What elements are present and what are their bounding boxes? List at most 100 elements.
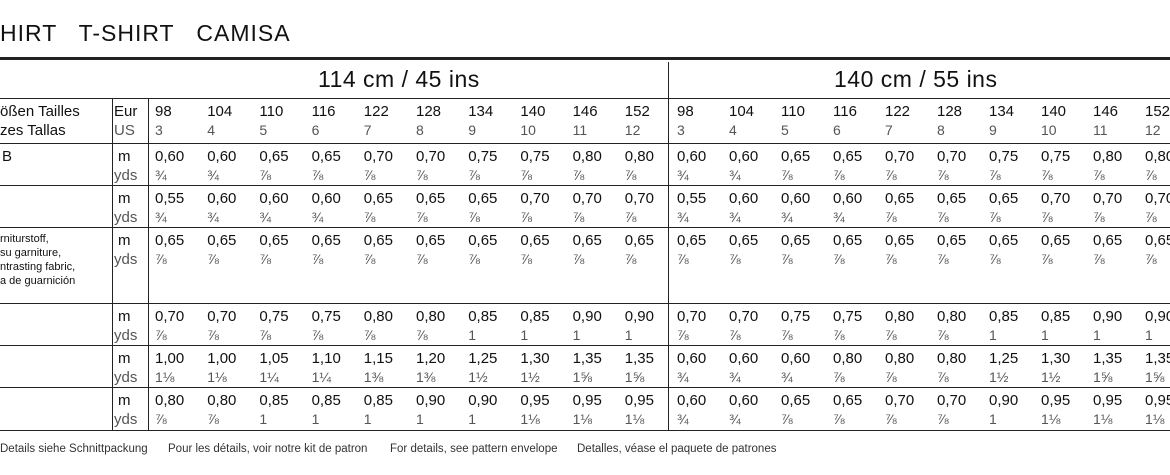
- meters: 0,75: [311, 308, 341, 325]
- yards: ¾: [729, 411, 741, 427]
- yards: ⅞: [1145, 167, 1157, 183]
- yards: 1: [989, 411, 997, 427]
- meters: 0,80: [363, 308, 393, 325]
- size-eur: 146: [1093, 103, 1119, 120]
- meters: 1,05: [259, 350, 289, 367]
- yards: 1⅛: [1093, 411, 1113, 427]
- meters: 0,55: [677, 190, 707, 207]
- yards: ⅞: [833, 369, 845, 385]
- yards: ⅞: [416, 167, 428, 183]
- meters: 0,80: [833, 350, 863, 367]
- meters: 0,95: [1041, 392, 1071, 409]
- yards: ⅞: [781, 167, 793, 183]
- size-us: 7: [885, 122, 893, 138]
- yards: ⅞: [729, 327, 741, 343]
- meters: 0,85: [1041, 308, 1071, 325]
- size-eur: 98: [155, 103, 172, 120]
- meters: 0,80: [937, 308, 967, 325]
- yards: ⅞: [259, 251, 272, 267]
- meters: 0,75: [1041, 148, 1071, 165]
- meters: 0,80: [1093, 148, 1123, 165]
- yards: ⅞: [155, 411, 167, 427]
- yards: ⅞: [572, 251, 585, 267]
- yards: ⅞: [520, 209, 533, 225]
- yards: ⅞: [259, 327, 272, 343]
- unit: yds: [114, 369, 138, 386]
- yards: ⅞: [1093, 167, 1105, 183]
- yards: ⅞: [468, 251, 480, 267]
- yards: ⅞: [885, 369, 897, 385]
- unit: yds: [114, 251, 138, 268]
- meters: 0,80: [1145, 148, 1170, 165]
- meters: 0,80: [885, 308, 915, 325]
- meters: 0,90: [989, 392, 1019, 409]
- size-eur: 104: [207, 103, 233, 120]
- yards: 1⅛: [155, 369, 175, 385]
- table-line: [0, 345, 1170, 346]
- table-line: [0, 185, 1170, 186]
- yards: ⅞: [833, 167, 845, 183]
- yards: 1: [468, 411, 476, 427]
- meters: 0,65: [416, 190, 446, 207]
- size-eur: 110: [259, 103, 284, 120]
- yards: ⅞: [155, 251, 167, 267]
- row-label: B: [2, 148, 13, 165]
- meters: 0,60: [677, 350, 707, 367]
- yards: ⅞: [363, 251, 376, 267]
- meters: 0,65: [207, 232, 237, 249]
- meters: 1,25: [468, 350, 498, 367]
- meters: 0,60: [729, 148, 759, 165]
- size-us: 7: [363, 122, 372, 138]
- unit: m: [118, 350, 131, 367]
- yards: ⅞: [572, 209, 585, 225]
- yards: ⅞: [885, 251, 897, 267]
- unit: yds: [114, 411, 138, 428]
- size-eur: 146: [572, 103, 598, 120]
- meters: 0,65: [677, 232, 707, 249]
- yards: 1: [363, 411, 372, 427]
- yards: 1: [468, 327, 476, 343]
- yards: ⅞: [416, 251, 428, 267]
- yards: ¾: [677, 167, 689, 183]
- meters: 0,65: [1145, 232, 1170, 249]
- row-label: ntrasting fabric,: [0, 261, 76, 273]
- size-eur: 134: [989, 103, 1015, 120]
- meters: 1,25: [989, 350, 1019, 367]
- yards: ¾: [833, 209, 845, 225]
- meters: 0,65: [311, 232, 341, 249]
- size-us: 8: [416, 122, 424, 138]
- meters: 0,65: [259, 148, 289, 165]
- yards: 1: [572, 327, 581, 343]
- meters: 0,80: [885, 350, 915, 367]
- size-eur: 152: [1145, 103, 1170, 120]
- yards: ⅞: [885, 411, 897, 427]
- meters: 0,60: [677, 392, 707, 409]
- yards: ⅞: [624, 251, 637, 267]
- meters: 1,35: [1145, 350, 1170, 367]
- meters: 0,65: [363, 190, 393, 207]
- yards: 1: [1145, 327, 1153, 343]
- group-header: 114 cm / 45 ins: [318, 66, 480, 92]
- group-header: 140 cm / 55 ins: [834, 66, 998, 92]
- unit: yds: [114, 327, 138, 344]
- size-eur: 110: [781, 103, 805, 120]
- yards: ¾: [729, 167, 741, 183]
- yards: ⅞: [311, 327, 324, 343]
- yards: 1½: [468, 369, 488, 385]
- size-us: 10: [1041, 122, 1057, 138]
- yards: 1: [416, 411, 424, 427]
- meters: 0,65: [885, 190, 915, 207]
- size-us: 11: [572, 122, 588, 138]
- meters: 0,90: [468, 392, 498, 409]
- yards: ⅞: [1041, 167, 1053, 183]
- size-us: 9: [989, 122, 997, 138]
- unit: m: [118, 148, 131, 165]
- meters: 0,70: [572, 190, 602, 207]
- yards: ⅞: [520, 167, 533, 183]
- yards: 1⅛: [572, 411, 593, 427]
- size-eur: 152: [624, 103, 650, 120]
- meters: 0,65: [468, 232, 498, 249]
- meters: 0,65: [155, 232, 185, 249]
- size-us: 12: [1145, 122, 1161, 138]
- meters: 0,60: [207, 148, 237, 165]
